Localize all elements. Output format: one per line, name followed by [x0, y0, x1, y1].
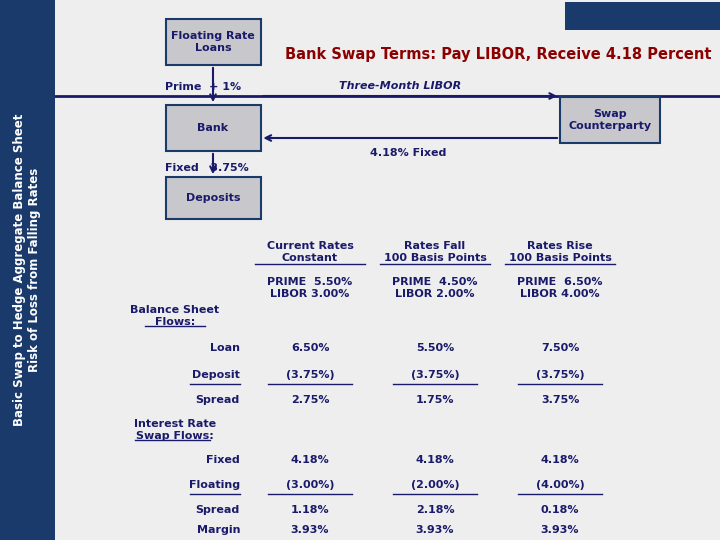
Text: Deposit: Deposit — [192, 370, 240, 380]
Text: Fixed   3.75%: Fixed 3.75% — [165, 163, 248, 173]
FancyBboxPatch shape — [166, 19, 261, 65]
Text: Floating Rate
Loans: Floating Rate Loans — [171, 31, 255, 53]
Text: Loan: Loan — [210, 343, 240, 353]
Text: 3.93%: 3.93% — [291, 525, 329, 535]
Bar — [565, 2, 720, 30]
Text: Spread: Spread — [196, 395, 240, 405]
FancyBboxPatch shape — [166, 105, 261, 151]
Text: Floating: Floating — [189, 480, 240, 490]
Text: 4.18%: 4.18% — [541, 455, 580, 465]
Text: Swap
Counterparty: Swap Counterparty — [568, 109, 652, 131]
Text: Bank: Bank — [197, 123, 228, 133]
Text: Spread: Spread — [196, 505, 240, 515]
Text: Bank Swap Terms: Pay LIBOR, Receive 4.18 Percent: Bank Swap Terms: Pay LIBOR, Receive 4.18… — [285, 48, 711, 63]
Text: Rates Rise
100 Basis Points: Rates Rise 100 Basis Points — [508, 241, 611, 263]
Text: 4.18% Fixed: 4.18% Fixed — [370, 148, 446, 158]
Bar — [0, 0, 55, 540]
Text: Basic Swap to Hedge Aggregate Balance Sheet
Risk of Loss from Falling Rates: Basic Swap to Hedge Aggregate Balance Sh… — [14, 114, 42, 426]
Text: Balance Sheet
Flows:: Balance Sheet Flows: — [130, 305, 220, 327]
Text: 1.75%: 1.75% — [415, 395, 454, 405]
Text: (3.75%): (3.75%) — [536, 370, 585, 380]
Text: 6.50%: 6.50% — [291, 343, 329, 353]
Text: (2.00%): (2.00%) — [410, 480, 459, 490]
Text: 3.93%: 3.93% — [541, 525, 580, 535]
Text: Current Rates
Constant: Current Rates Constant — [266, 241, 354, 263]
Text: PRIME  5.50%
LIBOR 3.00%: PRIME 5.50% LIBOR 3.00% — [267, 277, 353, 299]
Text: Three-Month LIBOR: Three-Month LIBOR — [339, 81, 461, 91]
Text: 4.18%: 4.18% — [291, 455, 329, 465]
Text: Margin: Margin — [197, 525, 240, 535]
Text: (3.75%): (3.75%) — [410, 370, 459, 380]
Text: PRIME  4.50%
LIBOR 2.00%: PRIME 4.50% LIBOR 2.00% — [392, 277, 478, 299]
Text: (4.00%): (4.00%) — [536, 480, 585, 490]
Text: 2.18%: 2.18% — [415, 505, 454, 515]
Text: Rates Fall
100 Basis Points: Rates Fall 100 Basis Points — [384, 241, 487, 263]
Text: 3.75%: 3.75% — [541, 395, 579, 405]
Text: 0.18%: 0.18% — [541, 505, 580, 515]
Text: (3.75%): (3.75%) — [286, 370, 334, 380]
Text: Deposits: Deposits — [186, 193, 240, 203]
Text: (3.00%): (3.00%) — [286, 480, 334, 490]
Text: 2.75%: 2.75% — [291, 395, 329, 405]
Text: 4.18%: 4.18% — [415, 455, 454, 465]
Text: 5.50%: 5.50% — [416, 343, 454, 353]
Text: Interest Rate
Swap Flows:: Interest Rate Swap Flows: — [134, 419, 216, 441]
Text: 1.18%: 1.18% — [291, 505, 329, 515]
Text: PRIME  6.50%
LIBOR 4.00%: PRIME 6.50% LIBOR 4.00% — [517, 277, 603, 299]
FancyBboxPatch shape — [560, 97, 660, 143]
Text: 7.50%: 7.50% — [541, 343, 579, 353]
Text: Fixed: Fixed — [206, 455, 240, 465]
Text: Prime  + 1%: Prime + 1% — [165, 82, 241, 92]
Text: 3.93%: 3.93% — [415, 525, 454, 535]
FancyBboxPatch shape — [166, 177, 261, 219]
